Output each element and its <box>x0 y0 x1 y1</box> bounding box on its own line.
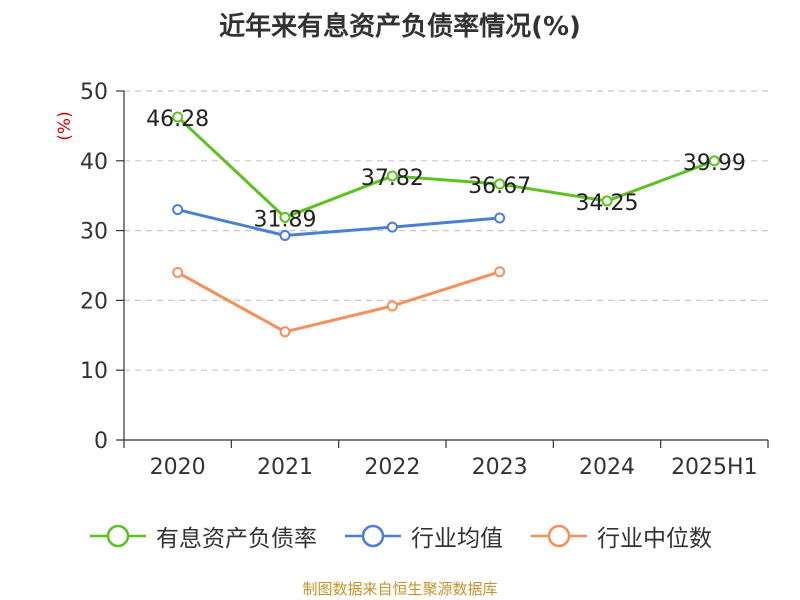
data-point-series-1 <box>494 212 506 224</box>
legend-marker-icon <box>345 524 401 548</box>
chart-title: 近年来有息资产负债率情况(%) <box>219 12 581 42</box>
data-point-series-2 <box>279 326 291 338</box>
x-tick-label: 2020 <box>150 455 206 480</box>
legend-marker-icon <box>90 524 146 548</box>
legend-label: 行业中位数 <box>597 526 712 552</box>
data-point-series-2 <box>494 266 506 278</box>
data-point-series-1 <box>386 221 398 233</box>
legend: 有息资产负债率 行业均值 行业中位数 <box>0 518 800 554</box>
data-point-series-1 <box>279 229 291 241</box>
data-label: 36.67 <box>468 174 531 199</box>
y-tick-label: 20 <box>80 289 108 314</box>
data-point-series-2 <box>172 266 184 278</box>
legend-label: 有息资产负债率 <box>156 526 317 552</box>
legend-item-series-1[interactable]: 行业均值 <box>343 518 503 554</box>
data-point-series-0 <box>601 195 613 207</box>
data-label: 34.25 <box>576 191 639 216</box>
y-tick-label: 0 <box>94 429 108 454</box>
x-tick-label: 2025H1 <box>671 455 758 480</box>
data-point-series-1 <box>172 204 184 216</box>
x-tick-label: 2024 <box>579 455 635 480</box>
data-point-series-0 <box>708 155 720 167</box>
legend-item-series-0[interactable]: 有息资产负债率 <box>88 518 317 554</box>
series-line-1 <box>177 208 500 237</box>
data-point-series-0 <box>494 178 506 190</box>
legend-label: 行业均值 <box>411 526 503 552</box>
series-line-2 <box>176 270 501 334</box>
data-point-series-0 <box>386 170 398 182</box>
data-label: 46.28 <box>146 107 209 132</box>
data-label: 39.99 <box>683 151 746 176</box>
x-tick-label: 2021 <box>257 455 313 480</box>
data-label: 37.82 <box>361 166 424 191</box>
y-tick-label: 40 <box>80 150 108 175</box>
legend-marker-icon <box>531 524 587 548</box>
data-point-series-0 <box>172 111 184 123</box>
y-tick-label: 30 <box>80 220 108 245</box>
series-line-0 <box>176 115 715 220</box>
legend-item-series-2[interactable]: 行业中位数 <box>529 518 712 554</box>
data-point-series-2 <box>386 300 398 312</box>
source-note: 制图数据来自恒生聚源数据库 <box>302 580 498 598</box>
y-tick-label: 10 <box>80 359 108 384</box>
y-tick-label: 50 <box>80 80 108 105</box>
data-label: 31.89 <box>254 207 317 232</box>
y-axis-label: (%) <box>55 111 75 140</box>
x-tick-label: 2022 <box>364 455 420 480</box>
x-tick-label: 2023 <box>472 455 528 480</box>
data-point-series-0 <box>279 211 291 223</box>
